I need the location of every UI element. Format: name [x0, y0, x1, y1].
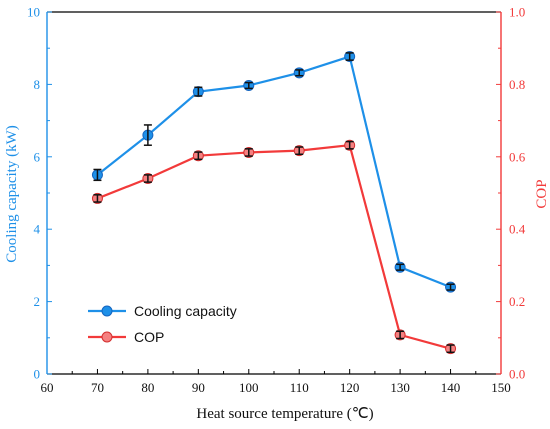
y-right-tick-label: 0.8 — [509, 77, 525, 92]
x-tick-label: 110 — [290, 380, 309, 395]
y-axis-right: 0.0 0.2 0.4 0.6 0.8 1.0 — [496, 5, 526, 382]
y-right-tick-label: 1.0 — [509, 5, 525, 20]
legend: Cooling capacity COP — [88, 303, 237, 345]
legend-label-cooling-capacity: Cooling capacity — [134, 303, 237, 319]
x-tick-label: 150 — [491, 380, 511, 395]
series-cooling-capacity — [91, 51, 457, 293]
y-left-tick-label: 8 — [34, 77, 41, 92]
legend-entry-cooling-capacity: Cooling capacity — [88, 303, 237, 319]
legend-entry-cop: COP — [88, 329, 164, 345]
legend-label-cop: COP — [134, 329, 164, 345]
x-axis-title: Heat source temperature (℃) — [196, 406, 373, 422]
x-tick-label: 90 — [192, 380, 205, 395]
x-tick-label: 130 — [390, 380, 410, 395]
x-tick-label: 100 — [239, 380, 259, 395]
y-axis-right-title: COP — [534, 179, 550, 208]
y-left-tick-label: 6 — [34, 149, 41, 164]
legend-marker-cop — [101, 331, 113, 343]
y-left-tick-label: 4 — [34, 222, 41, 237]
series-line-cop — [97, 144, 451, 350]
series-cop — [91, 139, 457, 355]
legend-marker-cooling-capacity — [101, 305, 113, 317]
y-left-tick-label: 10 — [27, 5, 40, 20]
x-axis: 60 70 80 90 100 110 120 130 140 150 — [41, 369, 511, 395]
y-left-tick-label: 0 — [34, 367, 41, 382]
y-right-tick-label: 0.4 — [509, 222, 526, 237]
x-tick-label: 60 — [41, 380, 54, 395]
x-tick-label: 140 — [441, 380, 461, 395]
y-axis-left-title: Cooling capacity (kW) — [4, 125, 20, 262]
x-tick-label: 120 — [340, 380, 360, 395]
y-right-tick-label: 0.6 — [509, 149, 526, 164]
y-axis-left: 0 2 4 6 8 10 — [27, 5, 52, 382]
series-line-cooling-capacity — [96, 55, 451, 289]
x-tick-label: 70 — [91, 380, 104, 395]
y-right-tick-label: 0.0 — [509, 367, 525, 382]
y-right-tick-label: 0.2 — [509, 294, 525, 309]
x-tick-label: 80 — [141, 380, 154, 395]
y-left-tick-label: 2 — [34, 294, 41, 309]
series-layer — [91, 51, 457, 355]
